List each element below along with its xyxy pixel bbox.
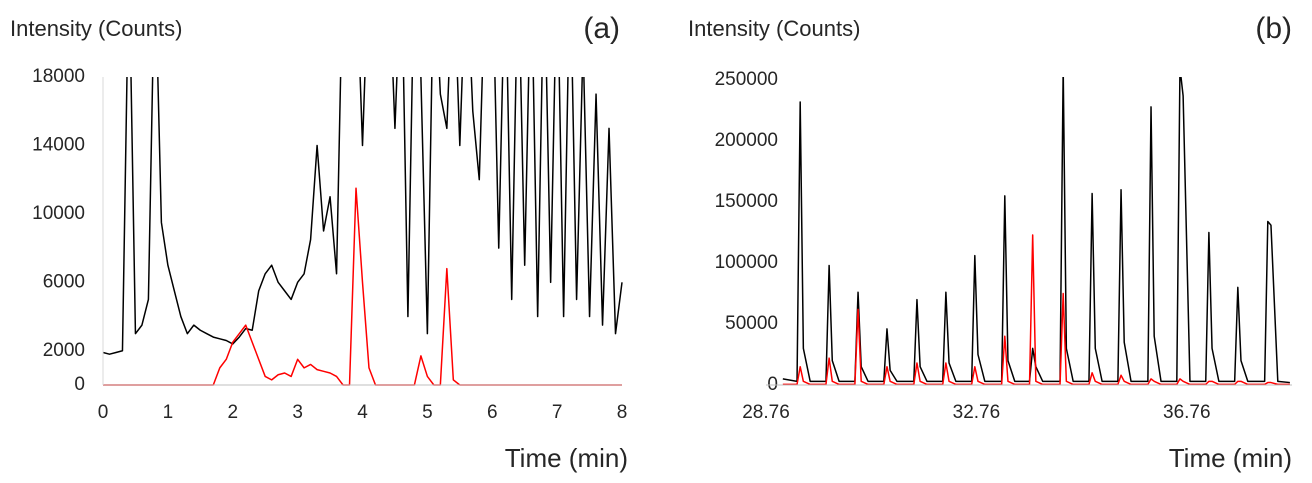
- y-tick-label: 14000: [32, 134, 85, 155]
- panel-label: (b): [1255, 12, 1292, 45]
- x-tick-label: 4: [357, 402, 368, 423]
- y-axis-label: Intensity (Counts): [688, 16, 860, 41]
- data-line: [782, 234, 1290, 386]
- y-tick-label: 0: [74, 374, 85, 395]
- plot-area: [103, 77, 623, 386]
- y-tick-label: 150000: [715, 191, 778, 212]
- data-line: [782, 77, 1290, 384]
- y-tick-label: 6000: [43, 271, 85, 292]
- panel-label: (a): [583, 12, 620, 45]
- x-tick-label: 28.76: [742, 402, 790, 423]
- y-tick-label: 200000: [715, 130, 778, 151]
- x-tick-label: 8: [617, 402, 628, 423]
- y-tick-label: 100000: [715, 252, 778, 273]
- y-tick-label: 250000: [715, 69, 778, 90]
- x-tick-label: 6: [487, 402, 498, 423]
- y-tick-label: 50000: [725, 313, 778, 334]
- x-tick-label: 7: [552, 402, 563, 423]
- x-tick-label: 36.76: [1163, 402, 1211, 423]
- x-tick-label: 32.76: [953, 402, 1001, 423]
- y-tick-label: 2000: [43, 340, 85, 361]
- x-tick-label: 5: [422, 402, 433, 423]
- data-line: [103, 187, 622, 386]
- x-tick-label: 1: [163, 402, 174, 423]
- x-tick-label: 0: [98, 402, 109, 423]
- data-line: [103, 77, 623, 355]
- y-tick-label: 18000: [32, 66, 85, 87]
- plot-area: [782, 77, 1290, 386]
- x-axis-label: Time (min): [1169, 443, 1292, 473]
- y-axis-label: Intensity (Counts): [10, 16, 182, 41]
- y-tick-label: 10000: [32, 203, 85, 224]
- x-axis-label: Time (min): [505, 443, 628, 473]
- x-tick-label: 3: [292, 402, 303, 423]
- x-tick-label: 2: [227, 402, 238, 423]
